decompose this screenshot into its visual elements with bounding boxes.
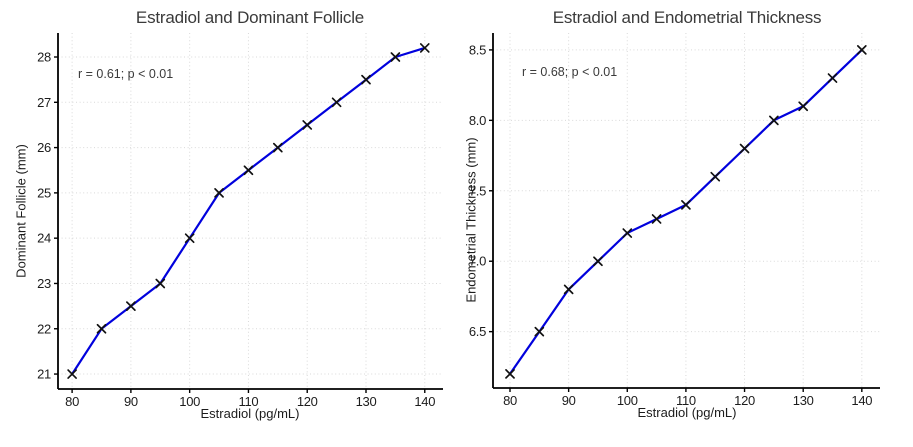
x-axis-label: Estradiol (pg/mL): [637, 405, 737, 420]
x-tick-label: 110: [676, 393, 696, 408]
x-tick-label: 100: [617, 393, 638, 408]
data-point-marker: [214, 188, 224, 198]
data-point-marker: [798, 101, 809, 112]
y-tick-label: 28: [37, 50, 51, 65]
y-tick-label: 27: [37, 95, 51, 110]
chart-title: Estradiol and Dominant Follicle: [135, 8, 365, 27]
x-tick-label: 110: [239, 394, 259, 409]
y-tick-label: 21: [37, 367, 51, 382]
data-point-marker: [681, 200, 691, 210]
x-axis-label: Estradiol (pg/mL): [200, 406, 300, 421]
x-tick-label: 120: [297, 394, 318, 409]
data-point-marker: [827, 73, 838, 83]
y-tick-label: 24: [37, 231, 51, 246]
data-point-marker: [126, 301, 136, 311]
annotation-r-value: r = 0.68; p < 0.01: [522, 65, 618, 79]
y-tick-label: 22: [37, 321, 51, 336]
chart-title: Estradiol and Endometrial Thickness: [552, 8, 822, 27]
data-point-marker: [155, 278, 166, 289]
data-point-marker: [651, 214, 662, 224]
data-point-marker: [563, 284, 574, 295]
y-tick-label: 25: [37, 185, 51, 200]
x-tick-label: 80: [503, 393, 517, 408]
data-point-marker: [272, 142, 283, 153]
y-axis-label: Endometrial Thickness (mm): [463, 137, 479, 303]
y-tick-label: 8.5: [469, 42, 486, 57]
data-point-marker: [243, 165, 254, 176]
x-tick-label: 90: [124, 394, 138, 409]
data-point-marker: [505, 369, 515, 379]
x-tick-label: 90: [562, 393, 576, 408]
data-point-marker: [856, 45, 867, 55]
data-point-marker: [96, 323, 107, 334]
data-point-marker: [67, 369, 77, 379]
y-tick-label: 7.5: [469, 183, 486, 198]
data-point-marker: [419, 43, 430, 53]
data-point-marker: [361, 74, 371, 85]
y-tick-label: 8.0: [469, 113, 486, 128]
data-point-marker: [390, 52, 401, 62]
data-point-marker: [534, 326, 545, 337]
data-point-marker: [331, 97, 342, 108]
x-tick-label: 80: [65, 394, 79, 409]
annotation-r-value: r = 0.61; p < 0.01: [78, 67, 174, 81]
x-tick-label: 120: [734, 393, 755, 408]
x-tick-label: 130: [793, 393, 814, 408]
data-point-marker: [593, 256, 603, 267]
y-tick-label: 7.0: [469, 254, 486, 269]
x-tick-label: 100: [179, 394, 200, 409]
data-point-marker: [622, 228, 633, 238]
y-tick-label: 23: [37, 276, 51, 291]
data-point-marker: [769, 115, 779, 126]
y-tick-label: 26: [37, 140, 51, 155]
y-axis-label: Dominant Follicle (mm): [13, 144, 29, 278]
data-point-marker: [302, 120, 313, 130]
x-tick-label: 130: [356, 394, 377, 409]
x-tick-label: 140: [414, 394, 435, 409]
x-tick-label: 140: [851, 393, 872, 408]
data-point-marker: [739, 143, 750, 154]
data-point-marker: [710, 171, 721, 182]
data-point-marker: [184, 233, 195, 244]
y-tick-label: 6.5: [469, 324, 486, 339]
